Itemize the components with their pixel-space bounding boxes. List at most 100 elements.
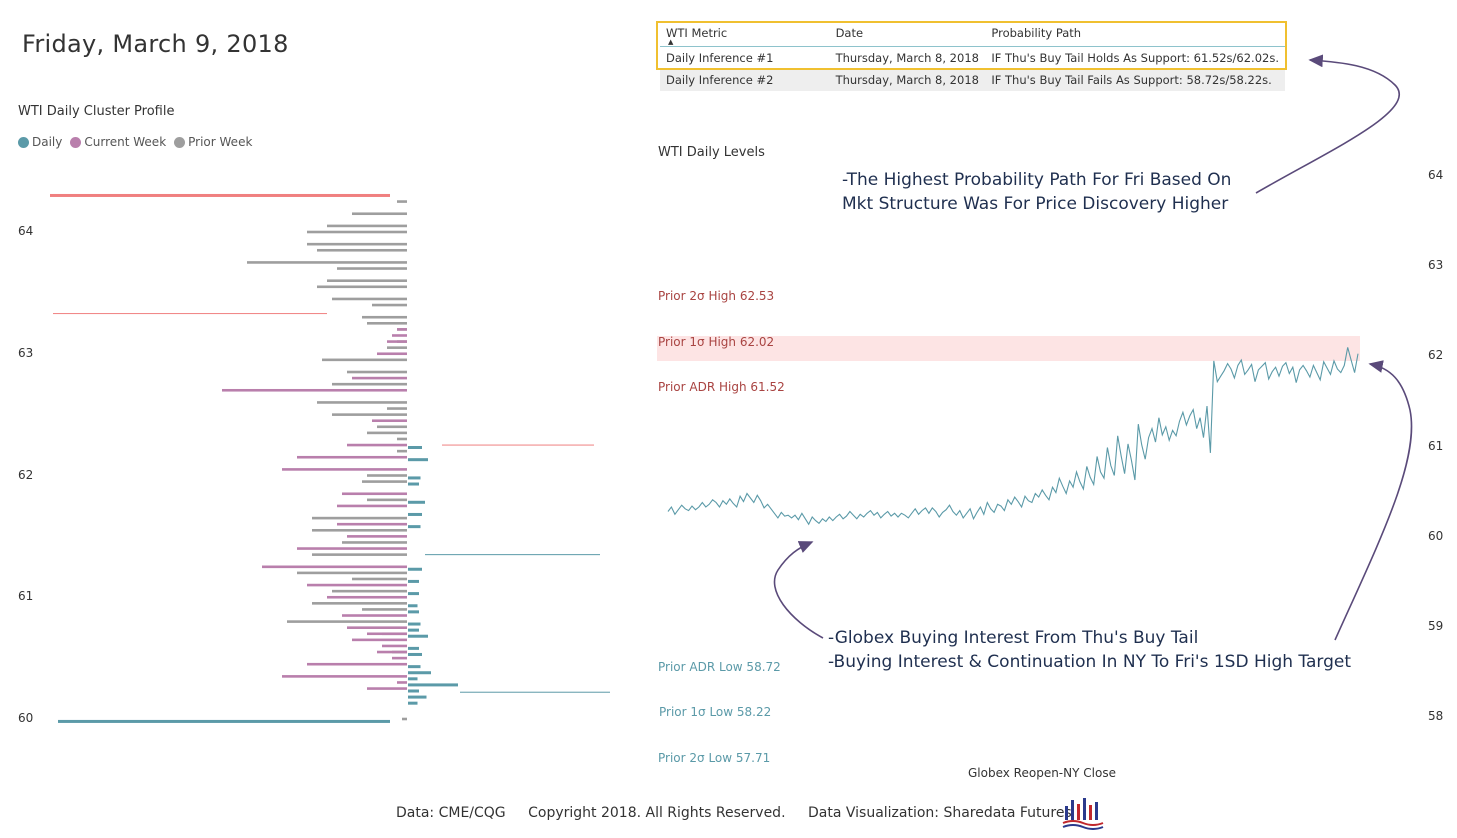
profile-y-tick: 64	[18, 224, 34, 238]
prior-week-bar	[362, 480, 407, 483]
daily-bar	[408, 482, 419, 486]
annotation-arrow-top	[1255, 54, 1400, 194]
prior-week-bar	[397, 449, 407, 453]
prior-week-bar	[332, 382, 407, 386]
prior-week-bar	[367, 498, 407, 502]
current-week-bar	[387, 340, 407, 343]
prior-week-bar	[397, 200, 407, 203]
column-header-date[interactable]: Date	[829, 24, 986, 47]
prior-week-extreme-line	[53, 313, 327, 315]
daily-extreme-line	[442, 444, 594, 446]
annotation-top-line-2: Mkt Structure Was For Price Discovery Hi…	[842, 194, 1229, 214]
level-label-low: Prior ADR Low 58.72	[658, 660, 781, 674]
prior-week-bar	[322, 358, 407, 362]
annotation-top: -The Highest Probability Path For Fri Ba…	[842, 168, 1231, 216]
column-header-metric[interactable]: WTI Metric ▲	[660, 24, 830, 47]
legend-dot-daily	[18, 136, 29, 148]
current-week-bar	[262, 565, 407, 569]
level-label-high: Prior 1σ High 62.02	[658, 335, 775, 349]
prior-week-bar	[402, 717, 407, 721]
current-week-bar	[342, 614, 407, 617]
prior-week-bar	[342, 541, 407, 544]
table-row[interactable]: Daily Inference #1 Thursday, March 8, 20…	[660, 47, 1285, 70]
cluster-profile-chart	[50, 193, 610, 723]
daily-bar	[408, 525, 421, 529]
daily-bar	[408, 592, 419, 596]
prior-week-bar	[362, 315, 407, 319]
current-week-bar	[367, 632, 407, 636]
highlight-box	[656, 21, 1287, 70]
current-week-bar	[347, 626, 407, 629]
levels-y-tick: 61	[1428, 438, 1444, 453]
daily-extreme-line	[460, 691, 610, 693]
legend-item-prior-week[interactable]: Prior Week	[174, 135, 252, 149]
legend-label-prior-week: Prior Week	[188, 135, 253, 149]
levels-y-tick: 60	[1428, 528, 1444, 543]
footer-credit: Data Visualization: Sharedata Futures	[807, 805, 1072, 821]
prior-week-bar	[367, 474, 407, 477]
current-week-bar	[297, 547, 407, 550]
current-week-bar	[377, 650, 407, 654]
legend-dot-current-week	[70, 136, 82, 148]
prior-1sd-high-band	[657, 336, 1360, 361]
prior-week-bar	[352, 577, 407, 581]
table-row[interactable]: Daily Inference #2 Thursday, March 8, 20…	[660, 69, 1285, 91]
footer: Data: CME/CQG Copyright 2018. All Rights…	[396, 805, 1090, 821]
daily-bar	[408, 701, 418, 705]
prior-week-bar	[317, 285, 407, 289]
prior-week-bar	[397, 437, 407, 441]
profile-y-tick: 63	[18, 345, 34, 360]
legend-item-daily[interactable]: Daily	[18, 135, 62, 149]
prior-week-bar	[247, 261, 407, 264]
annotation-arrow-target	[1334, 360, 1413, 641]
daily-bar	[408, 579, 419, 583]
daily-bar	[408, 500, 425, 504]
daily-extreme-line	[58, 719, 390, 723]
cell-path: IF Thu's Buy Tail Holds As Support: 61.5…	[991, 51, 1279, 65]
cell-metric: Daily Inference #2	[660, 69, 830, 91]
current-week-bar	[377, 352, 407, 356]
current-week-bar	[352, 638, 407, 642]
daily-bar	[408, 445, 422, 449]
daily-bar	[408, 652, 422, 656]
cell-metric: Daily Inference #1	[666, 51, 774, 65]
daily-bar	[408, 610, 419, 614]
daily-extreme-line	[425, 554, 600, 556]
inference-table: WTI Metric ▲ Date Probability Path Daily …	[660, 24, 1285, 91]
prior-week-bar	[337, 267, 407, 270]
prior-week-bar	[377, 425, 407, 429]
current-week-bar	[297, 455, 407, 459]
cell-date: Thursday, March 8, 2018	[835, 51, 979, 65]
prior-week-bar	[387, 346, 407, 349]
prior-week-bar	[367, 431, 407, 435]
sharedata-logo-icon	[1062, 798, 1104, 830]
prior-week-bar	[287, 620, 407, 623]
levels-chart-title: WTI Daily Levels	[658, 145, 765, 160]
legend-item-current-week[interactable]: Current Week	[70, 135, 166, 149]
daily-bar	[408, 622, 421, 626]
daily-bar	[408, 695, 427, 699]
cell-path: IF Thu's Buy Tail Fails As Support: 58.7…	[985, 69, 1285, 91]
current-week-bar	[307, 662, 407, 666]
profile-y-tick: 62	[18, 467, 34, 482]
level-label-low: Prior 1σ Low 58.22	[659, 705, 772, 719]
levels-y-tick: 58	[1428, 709, 1444, 724]
daily-bar	[408, 689, 419, 693]
current-week-bar	[347, 535, 407, 538]
levels-y-tick: 62	[1428, 348, 1444, 363]
levels-y-tick: 64	[1428, 168, 1444, 182]
prior-week-bar	[332, 589, 407, 593]
prior-week-bar	[332, 413, 407, 416]
footer-copyright: Copyright 2018. All Rights Reserved.	[528, 805, 786, 821]
profile-y-tick: 60	[18, 711, 34, 725]
column-header-path[interactable]: Probability Path	[985, 24, 1285, 47]
prior-week-bar	[297, 571, 407, 575]
page-title: Friday, March 9, 2018	[22, 30, 289, 58]
current-week-bar	[282, 675, 407, 678]
daily-bar	[408, 677, 418, 681]
levels-y-tick: 63	[1428, 258, 1444, 273]
daily-bar	[408, 604, 418, 608]
prior-week-bar	[307, 242, 407, 246]
prior-week-bar	[312, 516, 407, 520]
